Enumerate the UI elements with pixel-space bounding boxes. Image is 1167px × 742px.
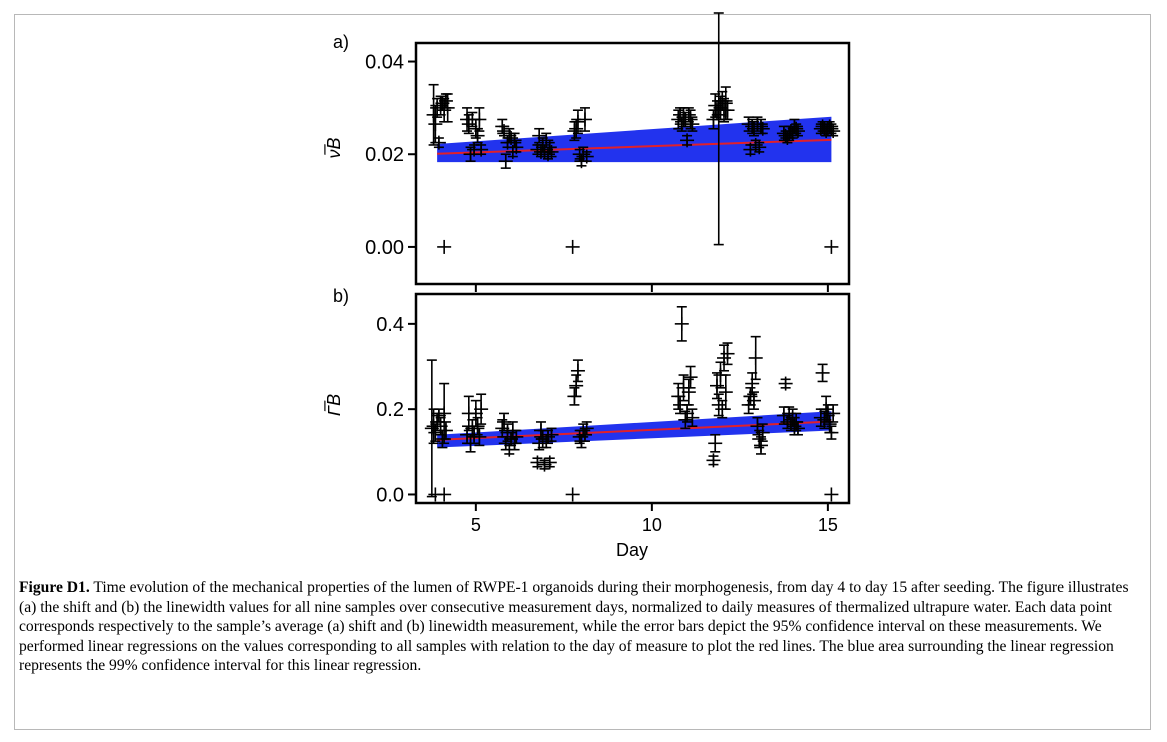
panel-b-data-point — [428, 487, 443, 502]
panel-a-data-point — [824, 239, 839, 254]
panel-b-data-point — [685, 408, 700, 428]
panel-b-data-point — [718, 374, 733, 410]
panel-a-data-point — [789, 121, 804, 136]
panel-a-data-point — [498, 153, 513, 169]
panel-a-data-point — [755, 121, 770, 136]
panel-a-data-point — [509, 140, 524, 155]
panel-b-data-point — [497, 412, 512, 432]
panel-a-regression-line — [437, 138, 832, 155]
panel-b-data-point — [470, 416, 485, 436]
panel-a-data-point — [579, 149, 594, 164]
panel-b-data-point — [530, 455, 545, 470]
panel-b-data-point — [708, 433, 723, 453]
panel-b-data-point — [674, 305, 689, 342]
panel-b: b) Γ̅B 0.0 0.2 0.4 5 10 15 Day — [324, 286, 851, 560]
panel-b-x-tick-label: 10 — [642, 515, 662, 535]
panel-b-data-point — [438, 421, 453, 440]
panel-a-data-point — [826, 124, 841, 139]
panel-b-plot-area — [414, 292, 851, 505]
panel-b-data-point — [824, 425, 839, 440]
panel-b-label: b) — [333, 286, 349, 306]
panel-b-data-point — [676, 374, 691, 402]
panel-b-data-point — [678, 410, 693, 430]
panel-b-x-tick-label: 15 — [818, 515, 838, 535]
panel-b-data-point — [717, 344, 732, 372]
panel-a-data-point — [437, 97, 452, 123]
panel-a-plot-area — [414, 41, 851, 286]
panel-a-y-tick-label: 0.02 — [365, 144, 404, 166]
figure-caption: Figure D1. Time evolution of the mechani… — [19, 578, 1141, 676]
panel-a-data-point — [541, 147, 556, 162]
panel-b-data-point — [745, 372, 760, 396]
panel-a-data-point — [472, 107, 487, 132]
panel-b-xlabel: Day — [616, 540, 648, 560]
panel-b-data-point — [790, 421, 805, 436]
panel-b-data-point — [743, 387, 758, 406]
panel-a-ylabel-text: ν̅B — [324, 137, 344, 158]
panel-b-data-point — [778, 376, 793, 391]
panel-b-data-point — [753, 436, 768, 455]
panel-b-ylabel: Γ̅B — [324, 394, 344, 416]
figure-frame — [14, 14, 1151, 730]
panel-b-data-point — [720, 342, 735, 366]
panel-b-data-point — [579, 421, 594, 436]
panel-a-data-point — [680, 133, 695, 148]
panel-b-y-tick-label: 0.4 — [376, 314, 404, 336]
panel-a-data-point — [440, 93, 455, 123]
panel-b-data-point — [755, 423, 770, 442]
panel-b-data-point — [570, 359, 585, 383]
panel-b-y-tick-label: 0.0 — [376, 484, 404, 506]
panel-a-y-tick-label: 0.00 — [365, 237, 404, 259]
panel-b-data-point — [472, 427, 487, 447]
panel-b-data-point — [437, 382, 452, 445]
panel-b-data-point — [748, 335, 763, 381]
panel-a: a) ν̅B 0.00 0.02 0.04 — [324, 12, 851, 292]
panel-a-data-point — [685, 116, 700, 132]
panel-a-data-point — [474, 142, 489, 157]
panel-a-data-point — [431, 135, 446, 150]
panel-b-data-point — [544, 427, 559, 442]
panel-a-data-point — [790, 124, 805, 139]
panel-b-confidence-band — [437, 411, 832, 448]
panel-b-data-point — [815, 363, 830, 383]
panel-b-data-point — [569, 374, 584, 398]
panel-a-data-point — [577, 107, 592, 132]
panel-b-data-point — [683, 365, 698, 389]
panel-b-data-point — [474, 393, 489, 425]
panel-a-data-point — [570, 109, 585, 135]
panel-b-data-point — [824, 487, 839, 502]
panel-b-data-point — [681, 378, 696, 406]
panel-b-data-point — [565, 487, 580, 502]
panel-a-y-tick-label: 0.04 — [365, 52, 404, 74]
panel-a-data-point — [720, 100, 735, 121]
panel-a-data-point — [752, 140, 767, 155]
panel-b-data-point — [706, 453, 721, 468]
panel-b-data-point — [711, 393, 726, 417]
panel-a-data-point — [683, 109, 698, 130]
panel-a-label: a) — [333, 32, 349, 52]
figure-chart: a) ν̅B 0.00 0.02 0.04 b) Γ̅B 0.0 0.2 0.4 5 10 1… — [324, 12, 851, 560]
panel-b-y-tick-label: 0.2 — [376, 399, 404, 421]
panel-a-confidence-band — [437, 116, 832, 163]
panel-b-data-point — [746, 391, 761, 410]
panel-a-data-point — [544, 144, 559, 159]
panel-b-ylabel-text: Γ̅B — [324, 394, 344, 416]
panel-a-data-point — [748, 137, 763, 152]
panel-a-data-point — [437, 239, 452, 254]
caption-text: Time evolution of the mechanical propert… — [19, 579, 1129, 674]
panel-b-data-point — [509, 429, 524, 445]
caption-label: Figure D1. — [19, 579, 90, 596]
panel-a-data-point — [565, 239, 580, 254]
panel-b-data-point — [826, 404, 841, 423]
panel-a-ylabel: ν̅B — [324, 137, 344, 158]
panel-b-x-tick-label: 5 — [471, 515, 481, 535]
panel-b-data-point — [542, 455, 557, 470]
panel-a-data-point — [824, 121, 839, 136]
panel-a-data-point — [539, 132, 554, 149]
